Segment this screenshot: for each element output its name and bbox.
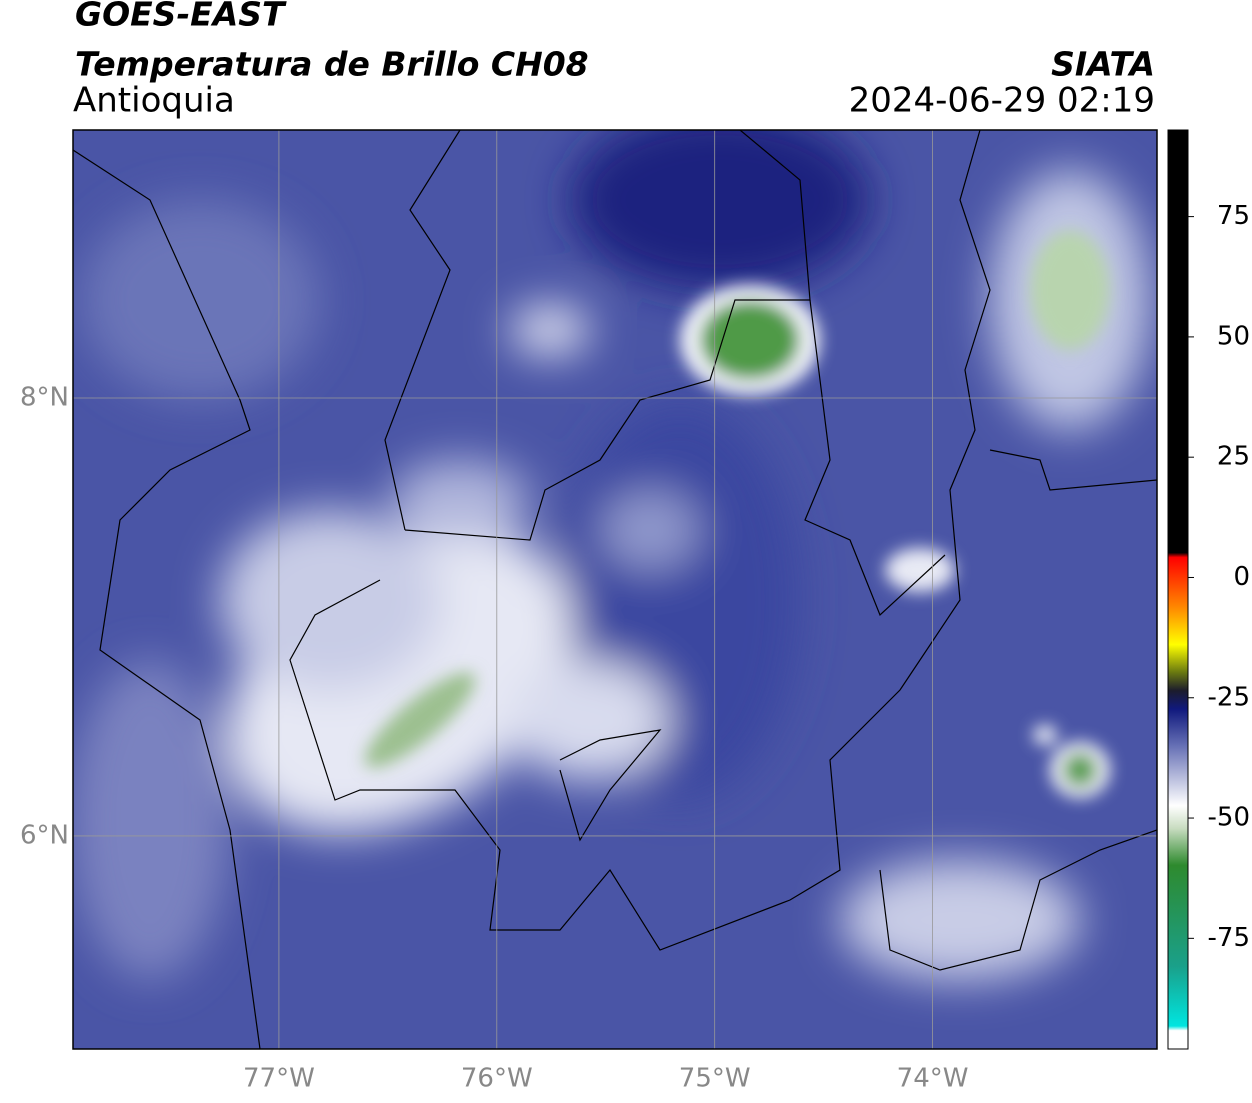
colorbar-tick-label: -25: [1208, 682, 1250, 712]
colorbar-tick-label: 0: [1233, 562, 1250, 592]
lat-tick-label: 8°N: [20, 383, 69, 413]
colorbar-tick-label: -75: [1208, 923, 1250, 953]
colorbar-tick-label: 75: [1217, 201, 1250, 231]
colorbar-tick-label: 25: [1217, 442, 1250, 472]
lon-tick-label: 77°W: [243, 1064, 315, 1094]
product: Temperatura de Brillo CH08: [75, 45, 589, 84]
satellite: GOES-EAST: [75, 0, 287, 34]
colorbar-tick-label: -50: [1208, 803, 1250, 833]
region: Antioquia: [73, 81, 235, 121]
colorbar-tick-label: 50: [1217, 321, 1250, 351]
colorbar: [1167, 129, 1189, 1050]
map-frame: [72, 129, 1158, 1050]
source: SIATA: [1051, 45, 1155, 84]
borders: [73, 130, 1157, 1049]
lon-tick-label: 74°W: [897, 1064, 969, 1094]
map-image: [73, 130, 1157, 1049]
lon-tick-label: 76°W: [461, 1064, 533, 1094]
lat-tick-label: 6°N: [20, 820, 69, 850]
datetime: 2024-06-29 02:19: [849, 81, 1155, 121]
lon-tick-label: 75°W: [679, 1064, 751, 1094]
